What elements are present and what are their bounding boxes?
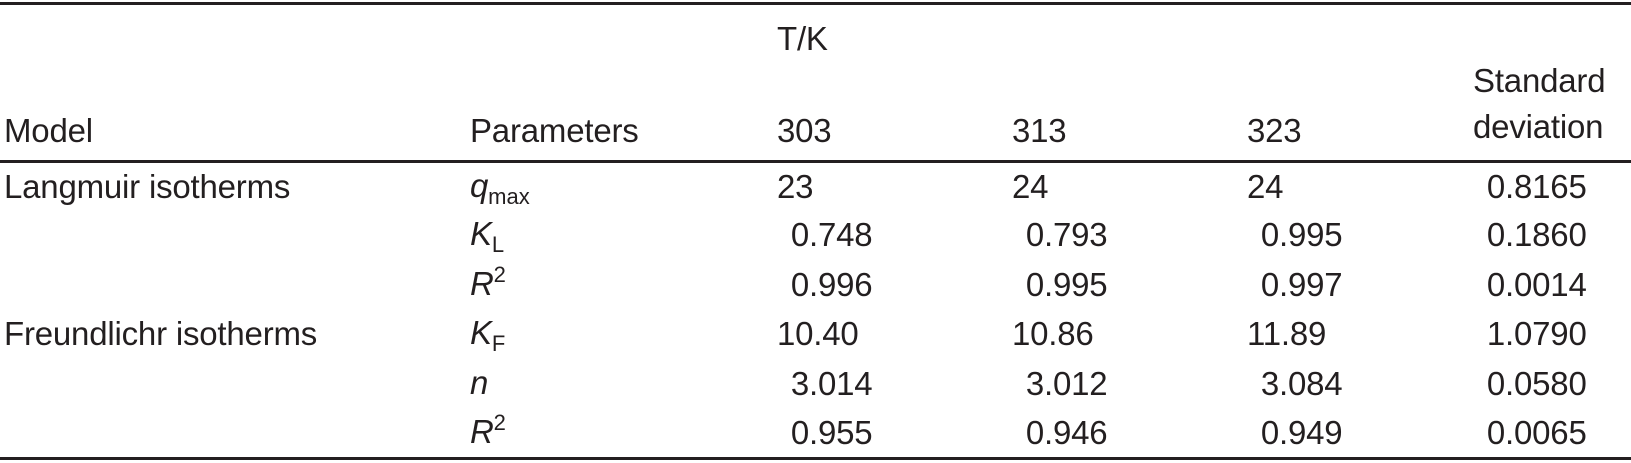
model-label (0, 260, 470, 310)
value-standard-deviation: 0.0580 (1486, 364, 1587, 402)
value-standard-deviation: 0.8165 (1486, 167, 1587, 205)
column-header-303: 303 (777, 96, 1012, 163)
parameter-base: K (470, 314, 492, 352)
parameter-symbol: n (470, 359, 777, 409)
parameter-symbol: qmax (470, 161, 777, 211)
header-row-temperatures: 303 313 323 (0, 96, 1631, 163)
value-313: 0.946 (1025, 413, 1108, 451)
value-303: 23 (777, 167, 814, 205)
parameter-subscript: F (491, 331, 506, 357)
value-323: 0.995 (1260, 216, 1343, 254)
value-313: 0.793 (1025, 216, 1108, 254)
value-303: 3.014 (790, 364, 873, 402)
table-body: Langmuir isotherms qmax 23 24 24 0.8165 … (0, 161, 1631, 458)
column-header-standard-deviation: Standard deviation (1473, 3, 1631, 163)
parameter-symbol: R2 (470, 260, 777, 310)
value-323: 0.949 (1260, 413, 1343, 451)
parameter-subscript: max (488, 183, 530, 209)
parameter-base: q (470, 166, 489, 204)
value-323: 0.997 (1260, 265, 1343, 303)
model-label (0, 409, 470, 459)
value-323: 3.084 (1260, 364, 1343, 402)
value-313: 0.995 (1025, 265, 1108, 303)
temperature-group-label: T/K (777, 20, 828, 57)
header-row-group: Model Parameters T/K Standard deviation (0, 3, 1631, 163)
table-row: Langmuir isotherms qmax 23 24 24 0.8165 (0, 161, 1631, 211)
value-313: 3.012 (1025, 364, 1108, 402)
model-label (0, 359, 470, 409)
value-313: 24 (1012, 167, 1049, 205)
value-standard-deviation: 0.1860 (1486, 216, 1587, 254)
value-303: 0.996 (790, 265, 873, 303)
table-row: R2 0.996 0.995 0.997 0.0014 (0, 260, 1631, 310)
parameter-subscript: L (491, 232, 505, 258)
table-row: Freundlichr isotherms KF 10.40 10.86 11.… (0, 310, 1631, 360)
model-label: Freundlichr isotherms (4, 315, 318, 353)
parameter-symbol: KF (470, 310, 777, 360)
table-row: KL 0.748 0.793 0.995 0.1860 (0, 211, 1631, 261)
parameter-base: R (470, 412, 494, 450)
value-323: 11.89 (1247, 315, 1327, 353)
value-313: 10.86 (1012, 315, 1094, 353)
model-label (0, 211, 470, 261)
table-header: Model Parameters T/K Standard deviation … (0, 3, 1631, 163)
value-303: 0.748 (790, 216, 873, 254)
parameter-base: n (470, 363, 489, 401)
table-row: n 3.014 3.012 3.084 0.0580 (0, 359, 1631, 409)
parameter-superscript: 2 (493, 261, 506, 287)
value-303: 0.955 (790, 413, 873, 451)
column-header-model: Model (0, 3, 470, 163)
column-header-parameters: Parameters (470, 3, 777, 163)
value-303: 10.40 (777, 315, 859, 353)
table-row: R2 0.955 0.946 0.949 0.0065 (0, 409, 1631, 459)
value-standard-deviation: 0.0065 (1486, 413, 1587, 451)
column-header-313: 313 (1012, 96, 1247, 163)
parameter-superscript: 2 (493, 409, 506, 435)
value-standard-deviation: 1.0790 (1486, 315, 1587, 353)
parameter-base: K (470, 215, 492, 253)
value-323: 24 (1247, 167, 1284, 205)
value-standard-deviation: 0.0014 (1486, 265, 1587, 303)
parameter-base: R (470, 264, 494, 302)
parameter-symbol: R2 (470, 409, 777, 459)
column-header-323: 323 (1247, 96, 1474, 163)
model-label: Langmuir isotherms (4, 167, 291, 205)
column-group-temperature: T/K (777, 4, 1473, 97)
parameter-symbol: KL (470, 211, 777, 261)
